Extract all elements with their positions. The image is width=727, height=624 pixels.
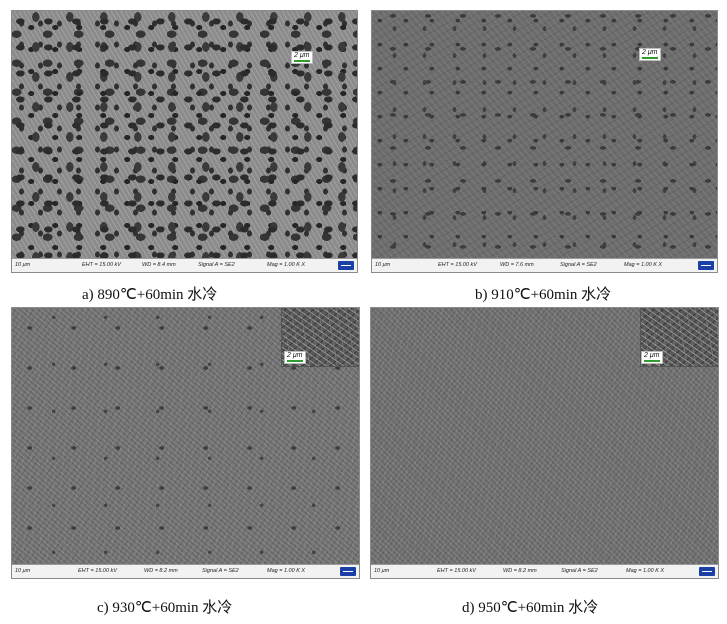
zeiss-logo-a	[338, 261, 354, 270]
inset-scale-bar-b: 2 μm	[639, 48, 661, 61]
wd-readout-b: WD = 7.6 mm	[500, 262, 534, 268]
zeiss-logo-d	[699, 567, 715, 576]
mag-readout-b: Mag = 1.00 K X	[624, 262, 663, 268]
caption-b: b) 910℃+60min 水冷	[475, 287, 612, 303]
inset-scale-bar-d: 2 μm	[641, 351, 663, 364]
inset-scale-bar-c: 2 μm	[284, 351, 306, 364]
wd-readout-c: WD = 8.2 mm	[144, 568, 178, 574]
signal-readout-b: Signal A = SE2	[560, 262, 597, 268]
zeiss-logo-b	[698, 261, 714, 270]
eht-readout-b: EHT = 15.00 kV	[438, 262, 477, 268]
wd-readout-d: WD = 8.2 mm	[503, 568, 537, 574]
sem-image-c: 2 μm 10 μm EHT = 15.00 kV WD = 8.2 mm Si…	[11, 307, 360, 579]
caption-c: c) 930℃+60min 水冷	[97, 600, 233, 616]
sem-image-d: 2 μm 10 μm EHT = 15.00 kV WD = 8.2 mm Si…	[370, 307, 719, 579]
sem-image-b: 2 μm 10 μm EHT = 15.00 kV WD = 7.6 mm Si…	[371, 10, 718, 273]
sem-info-bar-b: 10 μm EHT = 15.00 kV WD = 7.6 mm Signal …	[372, 258, 717, 272]
signal-readout-d: Signal A = SE2	[561, 568, 598, 574]
inset-scale-bar-a: 2 μm	[291, 51, 313, 64]
zeiss-logo-c	[340, 567, 356, 576]
wd-readout-a: WD = 8.4 mm	[142, 262, 176, 268]
sem-info-bar-a: 10 μm EHT = 15.00 kV WD = 8.4 mm Signal …	[12, 258, 357, 272]
caption-d: d) 950℃+60min 水冷	[462, 600, 599, 616]
eht-readout-c: EHT = 15.00 kV	[78, 568, 117, 574]
sem-info-bar-d: 10 μm EHT = 15.00 kV WD = 8.2 mm Signal …	[371, 564, 718, 578]
eht-readout-a: EHT = 15.00 kV	[82, 262, 121, 268]
mag-readout-d: Mag = 1.00 K X	[626, 568, 665, 574]
sem-image-a: 2 μm 10 μm EHT = 15.00 kV WD = 8.4 mm Si…	[11, 10, 358, 273]
signal-readout-a: Signal A = SE2	[198, 262, 235, 268]
sem-info-bar-c: 10 μm EHT = 15.00 kV WD = 8.2 mm Signal …	[12, 564, 359, 578]
mag-readout-a: Mag = 1.00 K X	[267, 262, 306, 268]
signal-readout-c: Signal A = SE2	[202, 568, 239, 574]
caption-a: a) 890℃+60min 水冷	[82, 287, 218, 303]
eht-readout-d: EHT = 15.00 kV	[437, 568, 476, 574]
mag-readout-c: Mag = 1.00 K X	[267, 568, 306, 574]
